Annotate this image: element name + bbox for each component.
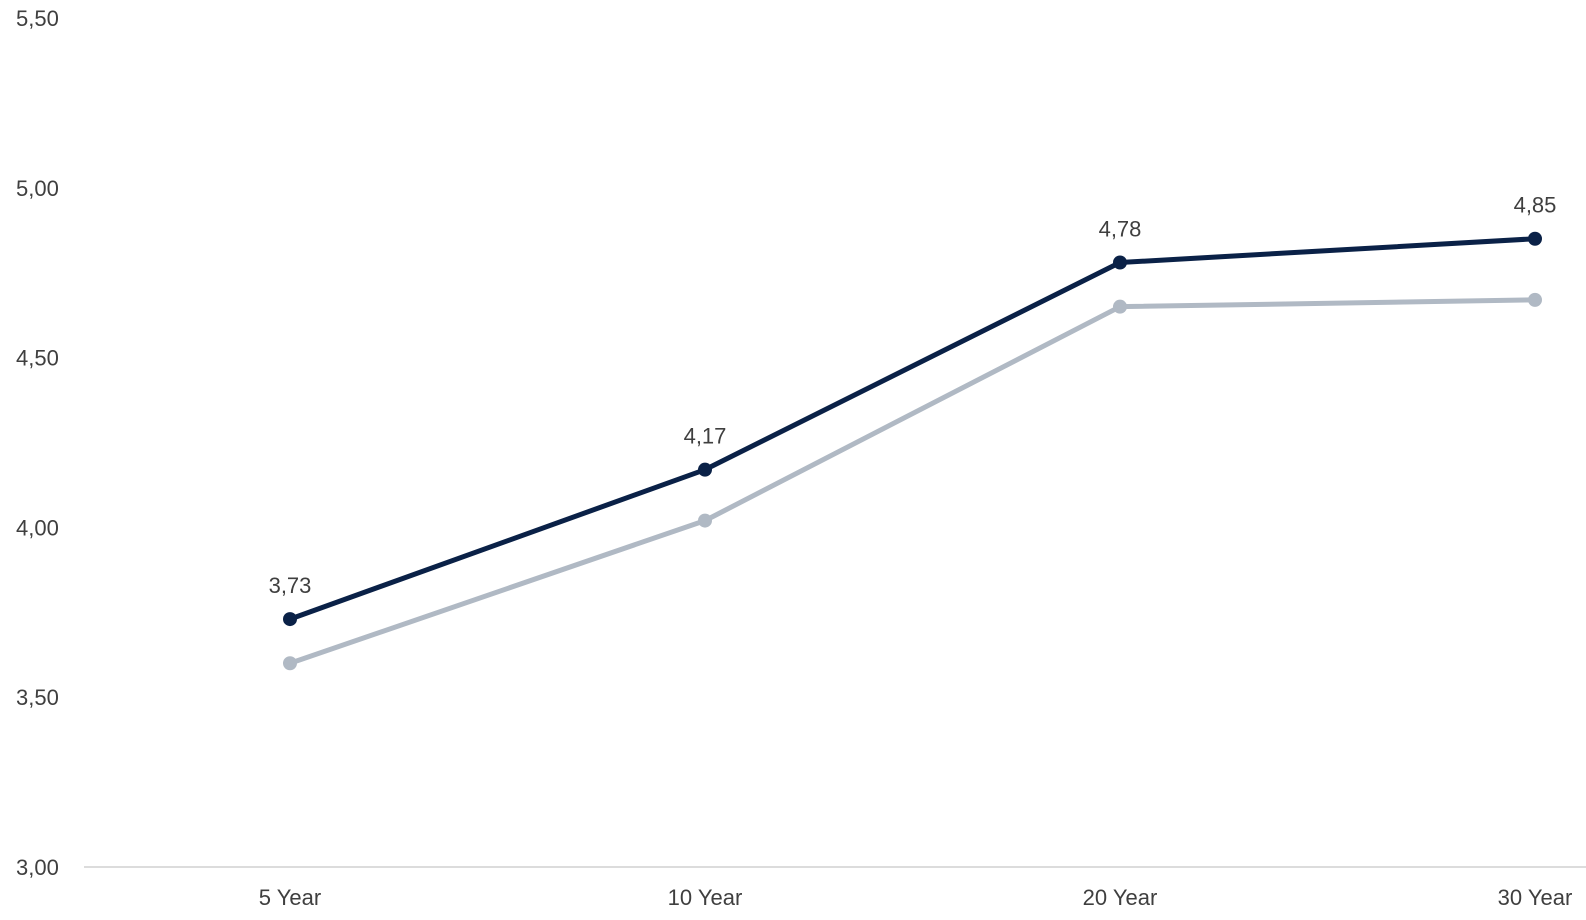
series-line-0 xyxy=(287,236,1538,622)
series-1-point xyxy=(1528,292,1542,307)
x-tick-label: 5 Year xyxy=(259,885,321,910)
x-tick-label: 20 Year xyxy=(1083,885,1158,910)
series-0-point xyxy=(283,612,297,627)
y-tick-label: 3,00 xyxy=(16,855,59,880)
y-axis-ticks: 3,00 3,50 4,00 4,50 5,00 5,50 xyxy=(16,6,59,880)
series-0-point xyxy=(698,462,712,477)
series-line-1 xyxy=(287,297,1538,666)
series-1-point xyxy=(1113,299,1127,314)
x-tick-label: 30 Year xyxy=(1498,885,1573,910)
y-tick-label: 3,50 xyxy=(16,685,59,710)
y-tick-label: 5,50 xyxy=(16,6,59,31)
y-tick-label: 4,00 xyxy=(16,515,59,540)
series-0-point xyxy=(1528,231,1542,246)
y-tick-label: 5,00 xyxy=(16,176,59,201)
data-label: 3,73 xyxy=(269,573,312,598)
series-layer xyxy=(283,231,1542,671)
series-0-point xyxy=(1113,255,1127,270)
x-tick-label: 10 Year xyxy=(668,885,743,910)
data-label: 4,85 xyxy=(1514,193,1557,218)
series-1-point xyxy=(698,513,712,528)
series-1-point xyxy=(283,656,297,671)
data-label: 4,78 xyxy=(1099,217,1142,242)
y-tick-label: 4,50 xyxy=(16,346,59,371)
data-labels-layer: 3,73 4,17 4,78 4,85 xyxy=(269,193,1557,598)
data-label: 4,17 xyxy=(684,424,727,449)
x-axis-ticks: 5 Year 10 Year 20 Year 30 Year xyxy=(259,885,1573,910)
